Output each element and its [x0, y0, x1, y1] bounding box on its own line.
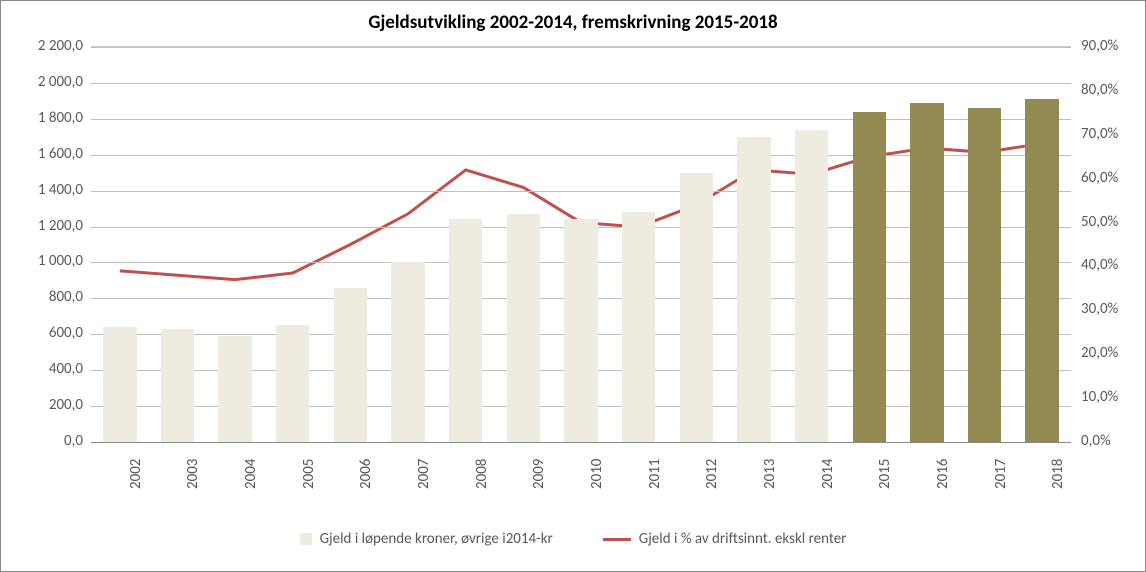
bar: [853, 112, 886, 442]
x-axis-label: 2010: [588, 459, 606, 489]
y2-axis-label: 20,0%: [1081, 344, 1141, 362]
y2-axis-label: 80,0%: [1081, 81, 1141, 99]
legend-line-icon: [603, 538, 631, 541]
bar: [795, 130, 828, 442]
x-axis-label: 2018: [1049, 459, 1067, 489]
x-axis-label: 2006: [357, 459, 375, 489]
y1-axis-label: 1 200,0: [13, 217, 83, 235]
y1-axis-label: 2 200,0: [13, 37, 83, 55]
bar: [968, 108, 1001, 442]
chart-container: Gjeldsutvikling 2002-2014, fremskrivning…: [0, 0, 1146, 572]
legend-item: Gjeld i % av driftsinnt. ekskl renter: [603, 530, 847, 548]
y2-axis-label: 60,0%: [1081, 169, 1141, 187]
bar: [161, 329, 194, 442]
bar: [276, 325, 309, 442]
x-axis-label: 2017: [992, 459, 1010, 489]
y2-axis-label: 10,0%: [1081, 388, 1141, 406]
x-axis-label: 2014: [819, 459, 837, 489]
x-axis-label: 2016: [934, 459, 952, 489]
y1-axis-label: 200,0: [13, 396, 83, 414]
gridline: [91, 47, 1071, 48]
legend-label: Gjeld i % av driftsinnt. ekskl renter: [639, 530, 847, 548]
x-axis-label: 2013: [761, 459, 779, 489]
bar: [507, 214, 540, 442]
y2-axis-label: 90,0%: [1081, 37, 1141, 55]
y1-axis-label: 1 400,0: [13, 181, 83, 199]
x-axis-label: 2004: [242, 459, 260, 489]
bar: [737, 137, 770, 442]
x-axis-line: [91, 442, 1071, 443]
bar: [564, 219, 597, 442]
y2-axis-label: 50,0%: [1081, 213, 1141, 231]
bar: [218, 336, 251, 442]
bar: [680, 173, 713, 442]
bar: [334, 288, 367, 442]
x-axis-label: 2011: [646, 459, 664, 489]
x-axis-label: 2009: [530, 459, 548, 489]
y1-axis-label: 400,0: [13, 360, 83, 378]
x-axis-label: 2002: [127, 459, 145, 489]
y1-axis-label: 1 000,0: [13, 252, 83, 270]
y2-axis-label: 0,0%: [1081, 432, 1141, 450]
y2-axis-label: 30,0%: [1081, 300, 1141, 318]
x-axis-label: 2003: [184, 459, 202, 489]
bar: [103, 327, 136, 442]
y1-axis-label: 800,0: [13, 288, 83, 306]
x-axis-label: 2012: [703, 459, 721, 489]
bar: [1025, 99, 1058, 442]
legend-label: Gjeld i løpende kroner, øvrige i2014-kr: [320, 530, 553, 548]
chart-title: Gjeldsutvikling 2002-2014, fremskrivning…: [1, 11, 1145, 34]
bar: [391, 262, 424, 442]
y1-axis-label: 1 800,0: [13, 109, 83, 127]
bar: [910, 103, 943, 442]
plot-area: [91, 46, 1071, 442]
legend-item: Gjeld i løpende kroner, øvrige i2014-kr: [300, 530, 553, 548]
x-axis-label: 2007: [415, 459, 433, 489]
y2-axis-label: 70,0%: [1081, 125, 1141, 143]
legend: Gjeld i løpende kroner, øvrige i2014-kr G…: [1, 529, 1145, 548]
x-axis-label: 2008: [473, 459, 491, 489]
y1-axis-label: 2 000,0: [13, 73, 83, 91]
x-axis-label: 2005: [300, 459, 318, 489]
bar: [622, 212, 655, 442]
y1-axis-label: 0,0: [13, 432, 83, 450]
y2-axis-label: 40,0%: [1081, 256, 1141, 274]
x-axis-label: 2015: [876, 459, 894, 489]
y1-axis-label: 600,0: [13, 324, 83, 342]
bar: [449, 219, 482, 442]
y1-axis-label: 1 600,0: [13, 145, 83, 163]
legend-swatch-icon: [300, 533, 312, 545]
gridline: [91, 83, 1071, 84]
